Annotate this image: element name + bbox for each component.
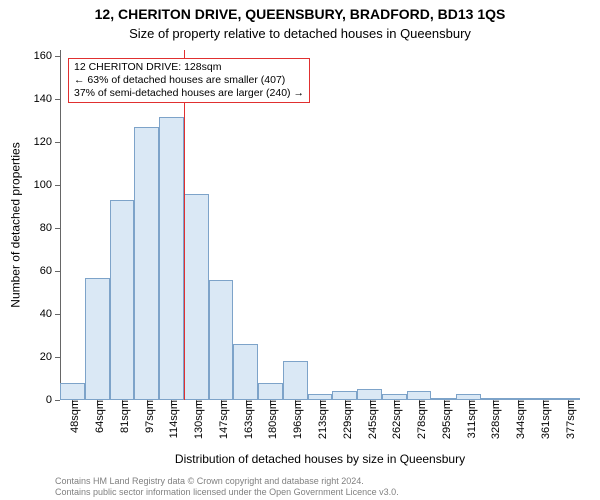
x-tick-label: 97sqm xyxy=(138,400,156,433)
x-tick-label: 163sqm xyxy=(237,400,255,439)
footer-line-1: Contains HM Land Registry data © Crown c… xyxy=(55,476,582,486)
y-tick: 40 xyxy=(40,308,60,320)
chart-title-address: 12, CHERITON DRIVE, QUEENSBURY, BRADFORD… xyxy=(0,6,600,22)
chart-container: 12, CHERITON DRIVE, QUEENSBURY, BRADFORD… xyxy=(0,0,600,500)
histogram-bar xyxy=(283,361,308,400)
y-tick: 60 xyxy=(40,265,60,277)
histogram-bar xyxy=(258,383,283,400)
y-axis-label-text: Number of detached properties xyxy=(9,142,23,307)
x-tick-label: 114sqm xyxy=(162,400,180,438)
annotation-line: ← 63% of detached houses are smaller (40… xyxy=(74,74,304,87)
x-tick-label: 278sqm xyxy=(410,400,428,439)
x-tick-label: 377sqm xyxy=(559,400,577,439)
annotation-line: 12 CHERITON DRIVE: 128sqm xyxy=(74,61,304,74)
x-axis-label: Distribution of detached houses by size … xyxy=(60,452,580,466)
y-tick: 140 xyxy=(34,93,60,105)
annotation-box: 12 CHERITON DRIVE: 128sqm← 63% of detach… xyxy=(68,58,310,103)
annotation-line: 37% of semi-detached houses are larger (… xyxy=(74,87,304,100)
x-tick-label: 64sqm xyxy=(88,400,106,433)
x-tick-label: 344sqm xyxy=(509,400,527,439)
footer-line-2: Contains public sector information licen… xyxy=(55,487,582,497)
x-tick-label: 229sqm xyxy=(336,400,354,439)
x-tick-label: 196sqm xyxy=(286,400,304,439)
y-tick: 20 xyxy=(40,351,60,363)
x-tick-label: 311sqm xyxy=(460,400,478,438)
x-tick-label: 262sqm xyxy=(385,400,403,439)
histogram-bar xyxy=(134,127,159,400)
histogram-bar xyxy=(159,117,184,400)
plot-area: 02040608010012014016048sqm64sqm81sqm97sq… xyxy=(60,50,580,400)
x-tick-label: 48sqm xyxy=(63,400,81,433)
histogram-bar xyxy=(209,280,234,400)
histogram-bar xyxy=(110,200,135,400)
y-tick: 80 xyxy=(40,222,60,234)
x-tick-label: 147sqm xyxy=(212,400,230,439)
histogram-bar xyxy=(85,278,110,400)
x-tick-label: 361sqm xyxy=(534,400,552,439)
x-tick-label: 245sqm xyxy=(361,400,379,439)
x-tick-label: 295sqm xyxy=(435,400,453,439)
histogram-bar xyxy=(407,391,432,400)
x-tick-label: 328sqm xyxy=(484,400,502,439)
y-tick: 100 xyxy=(34,179,60,191)
y-axis-label: Number of detached properties xyxy=(8,50,24,400)
y-tick: 160 xyxy=(34,50,60,62)
histogram-bar xyxy=(60,383,85,400)
histogram-bar xyxy=(233,344,258,400)
attribution-footer: Contains HM Land Registry data © Crown c… xyxy=(55,476,582,497)
histogram-bar xyxy=(357,389,382,400)
chart-subtitle: Size of property relative to detached ho… xyxy=(0,26,600,41)
y-tick: 0 xyxy=(46,394,60,406)
histogram-bar xyxy=(184,194,209,400)
x-tick-label: 81sqm xyxy=(113,400,131,433)
y-tick: 120 xyxy=(34,136,60,148)
histogram-bar xyxy=(332,391,357,400)
x-tick-label: 213sqm xyxy=(311,400,329,439)
x-tick-label: 130sqm xyxy=(187,400,205,439)
x-tick-label: 180sqm xyxy=(261,400,279,439)
